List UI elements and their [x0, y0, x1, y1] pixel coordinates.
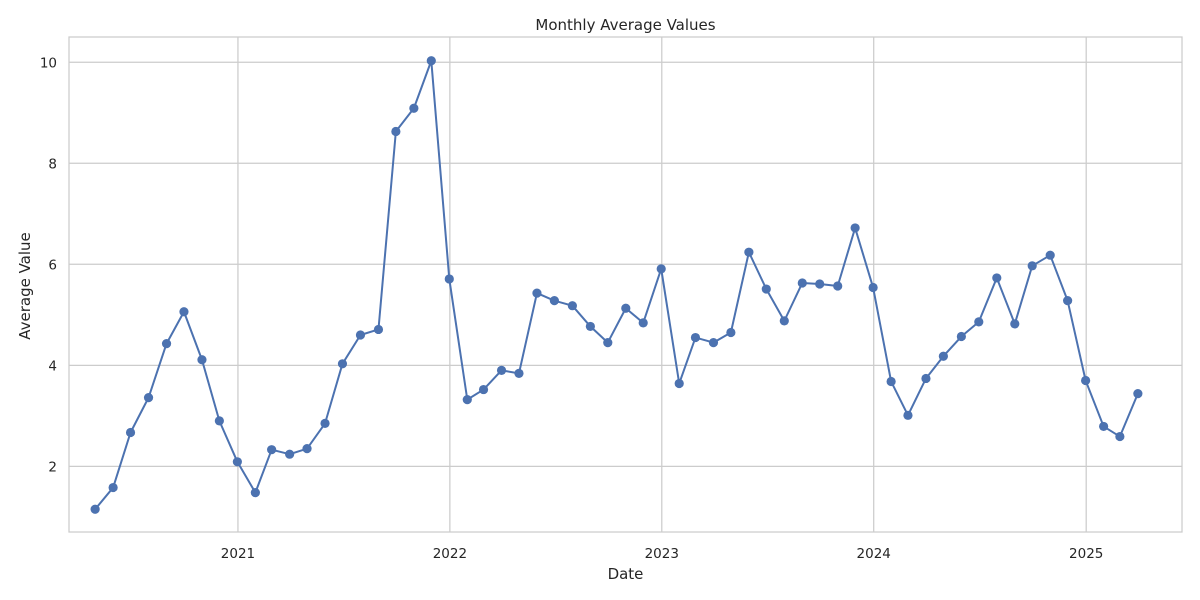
data-point: [621, 303, 631, 313]
data-point: [496, 365, 507, 375]
data-point: [726, 327, 736, 338]
data-point: [1133, 389, 1143, 399]
data-point: [638, 318, 648, 328]
data-point: [267, 445, 277, 455]
data-point: [761, 284, 771, 294]
data-point: [815, 279, 825, 289]
data-point: [585, 321, 595, 332]
data-point: [355, 330, 366, 340]
data-point: [956, 331, 966, 342]
x-tick-label: 2024: [857, 546, 891, 562]
y-tick-label: 6: [48, 257, 57, 273]
data-point: [1063, 296, 1073, 306]
x-tick-label: 2025: [1069, 546, 1103, 562]
data-point: [232, 457, 242, 467]
data-point: [868, 282, 878, 293]
data-point: [179, 307, 189, 317]
plot-frame: [68, 36, 1183, 533]
data-point: [285, 449, 295, 459]
data-point: [779, 316, 789, 326]
data-point: [690, 332, 701, 343]
data-point: [426, 56, 436, 66]
data-point: [462, 395, 472, 405]
data-point: [532, 288, 542, 298]
data-point: [1045, 250, 1055, 260]
x-axis-ticks: 2021 2022 2023 2024 2025: [221, 546, 1104, 562]
data-point: [90, 504, 100, 514]
data-point: [514, 368, 524, 378]
data-point: [125, 427, 136, 438]
y-tick-label: 4: [48, 358, 57, 374]
data-point: [197, 355, 207, 365]
data-point: [744, 247, 754, 257]
plot-background: [69, 37, 1182, 532]
data-point: [1115, 431, 1125, 442]
data-point: [302, 444, 312, 454]
data-point: [108, 482, 118, 493]
data-point: [1081, 375, 1091, 386]
series-layer: [90, 56, 1143, 514]
data-point: [992, 273, 1002, 283]
data-point: [850, 223, 860, 233]
x-axis-label: Date: [608, 565, 644, 583]
data-point: [974, 317, 984, 327]
data-point: [320, 418, 330, 428]
data-point: [478, 384, 489, 395]
data-point: [1027, 261, 1037, 271]
chart-title: Monthly Average Values: [535, 16, 715, 34]
data-point: [603, 337, 613, 348]
data-point: [903, 410, 913, 420]
data-point: [938, 351, 948, 361]
data-point: [409, 103, 419, 113]
data-point: [833, 281, 843, 291]
data-point: [444, 274, 454, 284]
y-axis-ticks: 2 4 6 8 10: [40, 55, 57, 475]
y-tick-label: 8: [48, 156, 57, 172]
data-point: [161, 339, 172, 349]
x-tick-label: 2021: [221, 546, 255, 562]
y-axis-label: Average Value: [16, 232, 34, 340]
y-tick-label: 2: [48, 459, 57, 475]
x-tick-label: 2022: [433, 546, 467, 562]
data-point: [250, 488, 260, 498]
data-point: [656, 264, 666, 274]
x-tick-label: 2023: [645, 546, 679, 562]
data-point: [886, 376, 896, 387]
data-point: [567, 301, 577, 311]
data-point: [674, 378, 684, 389]
data-point: [391, 126, 401, 137]
data-point: [708, 337, 719, 348]
data-point: [797, 278, 807, 288]
data-point: [214, 416, 224, 426]
data-point: [337, 359, 348, 369]
y-tick-label: 10: [40, 55, 57, 71]
data-point: [1010, 319, 1020, 329]
data-point: [921, 373, 931, 384]
data-point: [549, 296, 559, 306]
data-point: [1099, 421, 1109, 432]
data-point: [143, 393, 154, 403]
data-point: [373, 324, 384, 335]
